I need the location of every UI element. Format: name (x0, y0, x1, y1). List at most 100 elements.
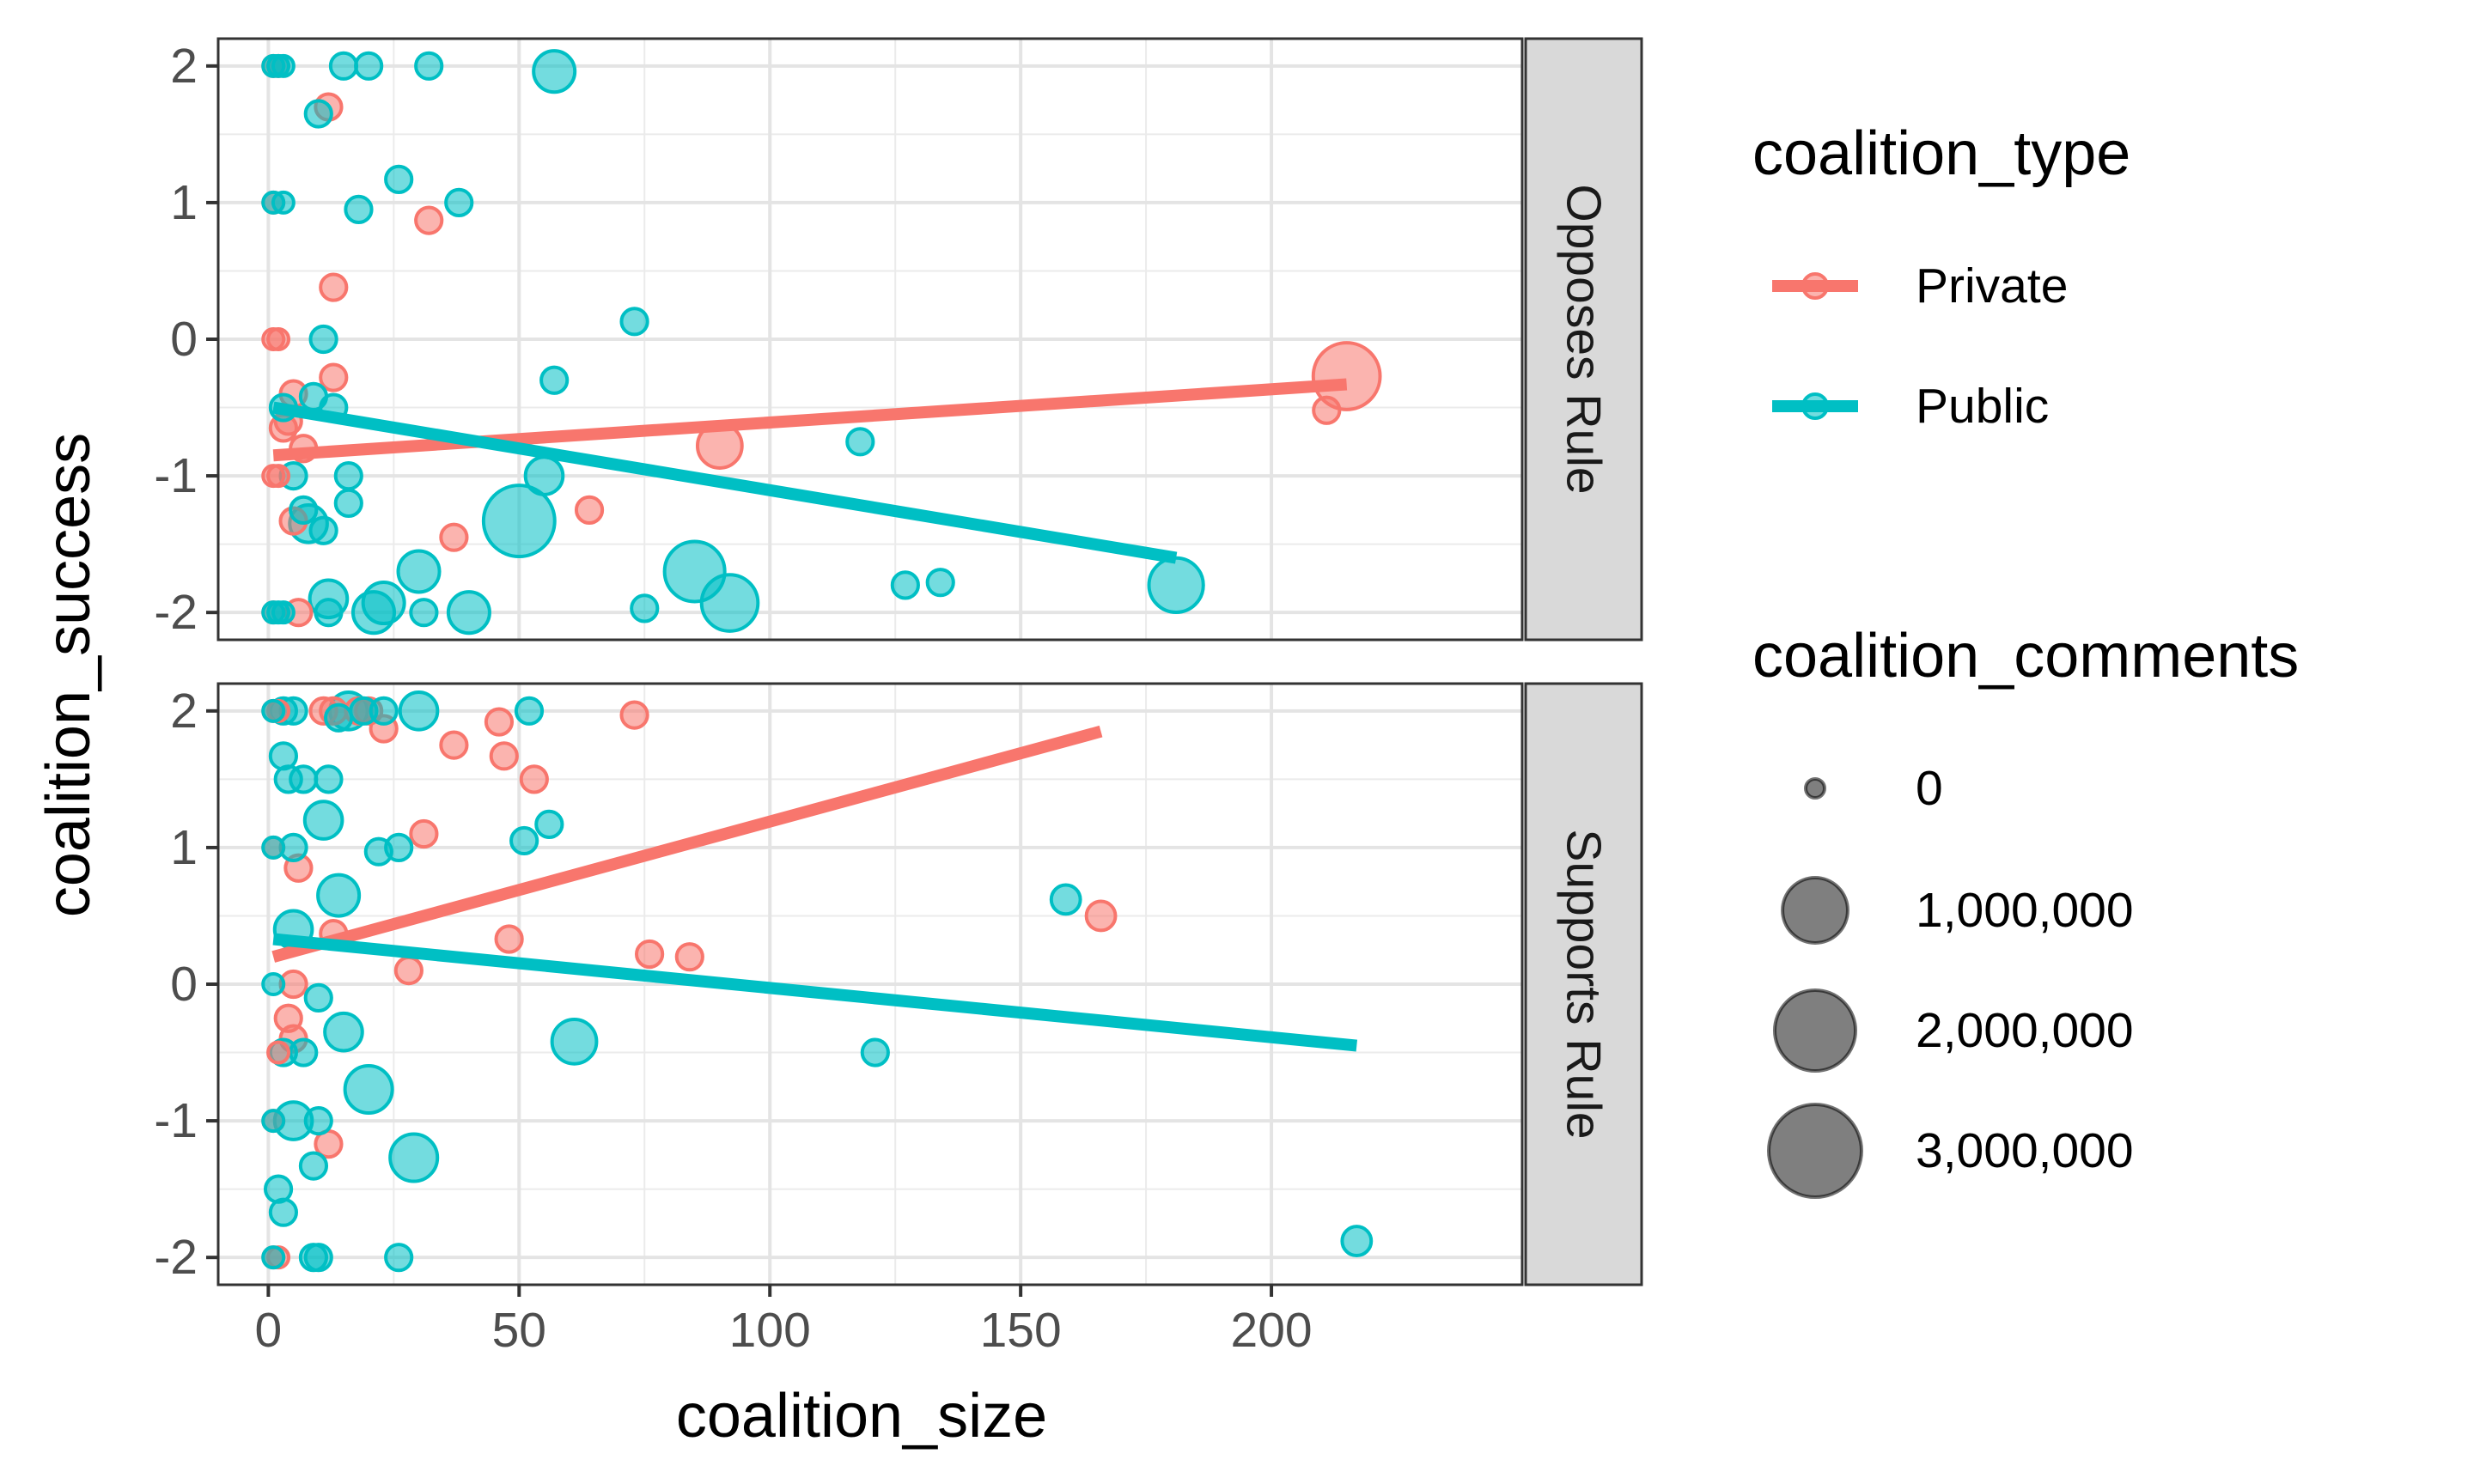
point-public (384, 832, 414, 863)
point-public (303, 1243, 333, 1273)
point-private (439, 522, 469, 552)
point-private (266, 327, 291, 351)
point-public (396, 549, 442, 594)
point-public (298, 1151, 329, 1181)
legend: coalition_type Private Public coalition_c… (1752, 119, 2299, 1199)
y-tick-label: -1 (154, 1093, 198, 1148)
point-public (481, 484, 557, 559)
point-public (271, 190, 296, 215)
y-tick-label: 0 (170, 312, 198, 367)
point-public (328, 51, 359, 81)
point-public (308, 515, 338, 545)
point-private (519, 764, 549, 794)
x-tick-label: 0 (255, 1303, 283, 1358)
legend-key-public: Public (1772, 379, 2049, 434)
point-public (308, 324, 338, 355)
point-private (409, 818, 439, 849)
x-tick-label: 50 (492, 1303, 546, 1358)
point-private (619, 700, 649, 730)
point-public (845, 427, 875, 457)
point-public (890, 570, 920, 600)
point-public (388, 1132, 440, 1183)
point-public (324, 702, 354, 733)
point-public (344, 194, 374, 224)
x-tick-label: 100 (729, 1303, 811, 1358)
point-private (266, 464, 291, 489)
legend-size-key: 1,000,000 (1781, 876, 2134, 945)
point-private (635, 939, 665, 970)
point-public (354, 51, 384, 81)
point-private (494, 924, 524, 954)
point-public (539, 365, 570, 395)
point-public (384, 1243, 414, 1273)
point-public (303, 1105, 333, 1136)
y-tick-label: 2 (170, 684, 198, 739)
legend-size-label: 3,000,000 (1916, 1123, 2134, 1178)
point-public (302, 800, 344, 841)
x-tick-label: 150 (980, 1303, 1062, 1358)
point-public (289, 1037, 319, 1067)
facet-label: Opposes Rule (1557, 184, 1612, 494)
facet-label: Supports Rule (1557, 829, 1612, 1139)
legend-size-key: 2,000,000 (1772, 988, 2134, 1073)
point-public (289, 495, 319, 525)
point-public (630, 593, 660, 623)
point-public (534, 809, 564, 839)
point-public (1340, 1225, 1374, 1257)
legend-size-key: 3,000,000 (1767, 1103, 2134, 1199)
point-public (550, 1017, 599, 1066)
point-public (523, 455, 565, 496)
legend-size-label: 2,000,000 (1916, 1003, 2134, 1058)
legend-label: Private (1916, 258, 2068, 313)
point-public (369, 696, 399, 726)
y-axis-title: coalition_success (34, 433, 103, 917)
y-tick-label: -1 (154, 448, 198, 503)
point-private (484, 707, 515, 737)
point-public (268, 1197, 299, 1227)
legend-size-circle (1767, 1103, 1863, 1199)
trend-line-private (272, 378, 1348, 462)
point-public (619, 307, 649, 337)
point-public (398, 690, 440, 732)
point-private (1311, 341, 1382, 411)
point-public (323, 1011, 364, 1053)
point-private (574, 495, 605, 525)
point-public (261, 972, 286, 996)
panel-opposes-rule: Opposes Rule (216, 37, 1643, 642)
y-tick-label: -2 (154, 1230, 198, 1285)
x-tick-label: 200 (1231, 1303, 1313, 1358)
point-public (303, 99, 333, 129)
point-public (263, 1174, 294, 1204)
y-tick-label: 0 (170, 957, 198, 1012)
legend-size-label: 0 (1916, 761, 1943, 816)
trend-line-public (272, 933, 1358, 1052)
plot-panels: Opposes Rule Supports Rule (216, 37, 1643, 1286)
point-public (925, 568, 955, 598)
point-public (444, 187, 474, 218)
point-public (271, 53, 296, 78)
point-public (268, 741, 299, 771)
point-public (261, 835, 286, 860)
point-private (439, 730, 469, 760)
trend-line-public (272, 401, 1178, 564)
panel-supports-rule: Supports Rule (216, 682, 1643, 1286)
point-public (333, 488, 363, 519)
point-public (1049, 883, 1082, 916)
point-private (266, 1040, 291, 1065)
legend-size-circle (1781, 876, 1849, 945)
point-public (271, 600, 296, 625)
point-public (860, 1037, 890, 1067)
legend-color-keys: Private Public (1772, 258, 2068, 434)
point-public (314, 764, 344, 794)
point-public (699, 573, 760, 633)
axes: -2 -1 0 1 2 -2 -1 0 1 2 0 50 100 150 200 (154, 39, 1312, 1358)
point-private (319, 272, 349, 302)
legend-size-circle (1804, 777, 1826, 800)
legend-key-private: Private (1772, 258, 2068, 313)
legend-size-key: 0 (1804, 761, 1943, 816)
legend-color-title: coalition_type (1752, 119, 2130, 188)
point-public (316, 873, 362, 918)
point-private (489, 741, 519, 771)
legend-label: Public (1916, 379, 2049, 434)
point-private (1312, 395, 1342, 425)
